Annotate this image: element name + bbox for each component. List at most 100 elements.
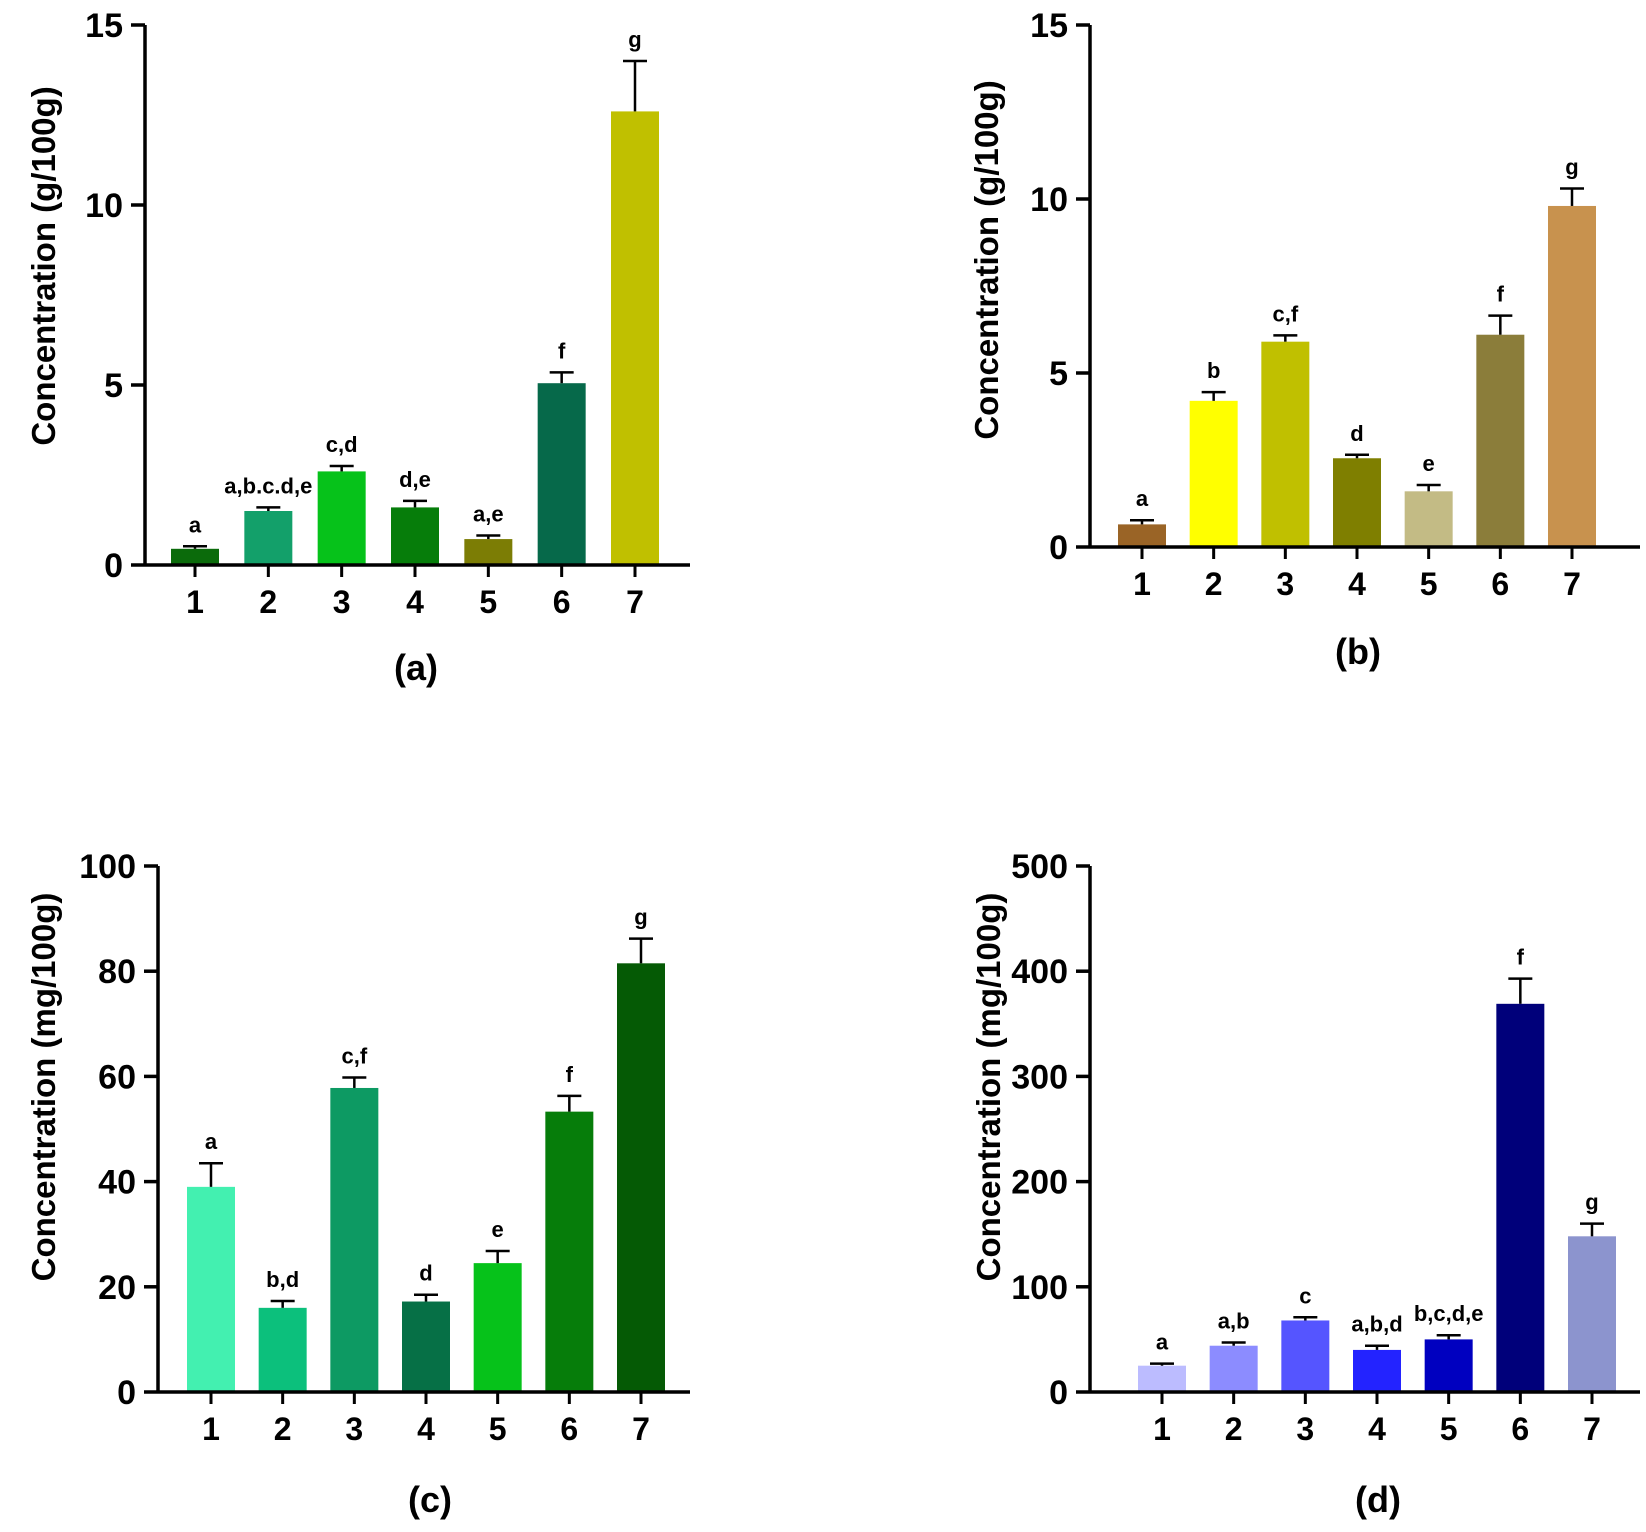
bar	[473, 1263, 522, 1392]
bar	[1333, 458, 1381, 547]
y-tick-label: 500	[1011, 848, 1068, 886]
y-tick-label: 60	[98, 1058, 136, 1096]
bar	[1353, 1349, 1401, 1392]
significance-label: a	[189, 512, 202, 537]
y-tick-label: 40	[98, 1164, 136, 1202]
x-tick-label: 1	[1133, 566, 1151, 602]
panel-b: Concentration (g/100g) (b) a 1 b 2 c,f 3 d 4 e 5 f…	[968, 7, 1640, 672]
y-tick-label: 300	[1011, 1058, 1068, 1096]
significance-label: a,e	[473, 501, 504, 526]
x-tick-label: 2	[274, 1411, 292, 1447]
significance-label: e	[492, 1217, 504, 1242]
x-tick-label: 7	[626, 584, 644, 620]
x-tick-label: 3	[333, 584, 351, 620]
x-tick-label: 2	[259, 584, 277, 620]
significance-label: g	[1585, 1190, 1598, 1215]
bar	[171, 548, 219, 565]
y-tick-label: 20	[98, 1269, 136, 1307]
bar	[1424, 1339, 1473, 1392]
bar	[1261, 341, 1310, 547]
y-tick-label: 100	[79, 848, 136, 886]
bar	[402, 1301, 450, 1392]
significance-label: a	[205, 1129, 218, 1154]
y-tick-label: 0	[104, 547, 123, 585]
x-tick-label: 6	[560, 1411, 578, 1447]
y-tick-label: 10	[85, 187, 123, 225]
panel-caption: (d)	[1355, 1479, 1401, 1520]
bar	[1189, 400, 1238, 547]
y-tick-label: 400	[1011, 953, 1068, 991]
bar	[1404, 491, 1453, 547]
bar	[617, 963, 665, 1392]
bar	[611, 111, 659, 566]
x-tick-label: 3	[1296, 1411, 1314, 1447]
significance-label: f	[558, 338, 566, 363]
y-tick-label: 100	[1011, 1269, 1068, 1307]
x-tick-label: 7	[1563, 566, 1581, 602]
y-tick-label: 200	[1011, 1164, 1068, 1202]
x-tick-label: 5	[489, 1411, 507, 1447]
panel-caption: (b)	[1335, 631, 1381, 672]
bar	[391, 507, 439, 565]
bar	[1548, 205, 1596, 547]
significance-label: c	[1299, 1283, 1311, 1308]
significance-label: d	[1350, 421, 1363, 446]
y-tick-label: 0	[1049, 529, 1068, 567]
y-tick-label: 0	[117, 1374, 136, 1412]
bar	[537, 383, 586, 565]
significance-label: c,f	[341, 1043, 367, 1068]
significance-label: e	[1423, 451, 1435, 476]
bar	[545, 1111, 594, 1392]
bar	[1281, 1320, 1330, 1392]
bar	[464, 539, 513, 565]
x-tick-label: 5	[479, 584, 497, 620]
y-tick-label: 10	[1030, 181, 1068, 219]
x-tick-label: 6	[553, 584, 571, 620]
x-tick-label: 7	[632, 1411, 650, 1447]
significance-label: c,f	[1272, 301, 1298, 326]
bar	[330, 1087, 379, 1392]
significance-label: a,b.c.d,e	[224, 473, 312, 498]
significance-label: c,d	[326, 432, 358, 457]
significance-label: g	[634, 905, 647, 930]
x-tick-label: 3	[1276, 566, 1294, 602]
significance-label: b,d	[266, 1267, 299, 1292]
x-tick-label: 1	[186, 584, 204, 620]
bar	[1476, 334, 1525, 547]
x-tick-label: 4	[1348, 566, 1366, 602]
y-tick-label: 15	[1030, 7, 1068, 45]
x-tick-label: 2	[1205, 566, 1223, 602]
significance-label: a,b,d	[1351, 1312, 1402, 1337]
y-axis-title: Concentration (g/100g)	[968, 80, 1005, 439]
significance-label: g	[628, 27, 641, 52]
bar	[1209, 1345, 1258, 1392]
bar	[1118, 524, 1166, 547]
significance-label: f	[566, 1062, 574, 1087]
bar	[1138, 1365, 1186, 1392]
significance-label: a	[1136, 486, 1149, 511]
y-tick-label: 15	[85, 7, 123, 45]
significance-label: b,c,d,e	[1414, 1301, 1484, 1326]
x-tick-label: 4	[417, 1411, 435, 1447]
bar	[317, 471, 366, 565]
bar	[1568, 1236, 1616, 1392]
y-axis-title: Concentration (mg/100g)	[970, 893, 1007, 1282]
significance-label: b	[1207, 358, 1220, 383]
x-tick-label: 3	[345, 1411, 363, 1447]
significance-label: a	[1156, 1330, 1169, 1355]
panel-d: Concentration (mg/100g) (d) a 1 a,b 2 c 3 a,b,…	[970, 848, 1640, 1520]
significance-label: f	[1517, 945, 1525, 970]
y-axis-title: Concentration (mg/100g)	[25, 893, 62, 1282]
x-tick-label: 6	[1511, 1411, 1529, 1447]
bar	[187, 1186, 235, 1392]
bar	[1496, 1003, 1545, 1392]
x-tick-label: 1	[1153, 1411, 1171, 1447]
y-tick-label: 5	[104, 367, 123, 405]
y-tick-label: 0	[1049, 1374, 1068, 1412]
x-tick-label: 4	[406, 584, 424, 620]
panel-a: Concentration (g/100g) (a) a 1 a,b.c.d,e 2 c…	[25, 7, 690, 688]
x-tick-label: 2	[1225, 1411, 1243, 1447]
significance-label: f	[1497, 282, 1505, 307]
